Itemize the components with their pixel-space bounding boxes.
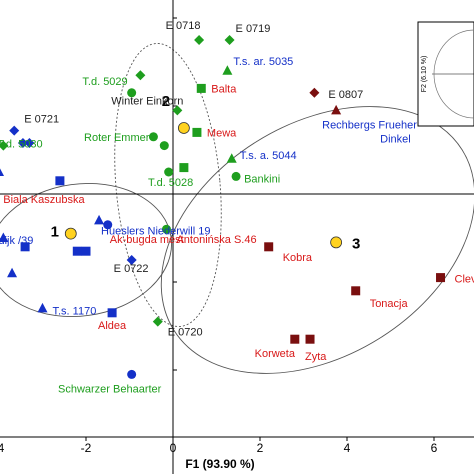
inset-plot: F2 (6.10 %) (417, 21, 474, 127)
point-label: Korweta (255, 348, 296, 360)
data-point-square (351, 286, 361, 296)
data-point-diamond (224, 35, 235, 45)
point-label: T.s. a. 5044 (240, 150, 297, 162)
confidence-ellipses (0, 43, 474, 374)
data-point-circle (161, 224, 171, 234)
point-label: E 0718 (166, 20, 201, 32)
point-label: Balta (211, 83, 237, 95)
data-point-triangle (0, 232, 9, 242)
x-tick-label: 2 (257, 441, 264, 455)
point-label: E 0722 (114, 263, 149, 275)
data-point-circle (159, 141, 169, 151)
group-number-label: 1 (51, 224, 59, 241)
data-point-circle (103, 220, 113, 230)
data-point-square (72, 246, 82, 256)
point-label: Zyta (305, 351, 327, 363)
data-point-triangle (331, 104, 342, 115)
data-point-square (305, 334, 315, 344)
point-label: E 0721 (24, 114, 59, 126)
data-point-square (81, 246, 91, 256)
data-point-diamond (135, 70, 146, 81)
data-point-square (55, 176, 65, 186)
data-point-triangle (226, 153, 237, 163)
data-point-square (264, 242, 274, 252)
data-point-diamond (152, 316, 163, 327)
point-label: E 0807 (328, 89, 363, 101)
point-label: Donedijk /39 (0, 235, 33, 247)
data-point-triangle (0, 168, 4, 176)
point-label: Bankini (244, 173, 280, 185)
data-point-diamond (9, 125, 20, 136)
group-centroids: 1 2 3 (51, 93, 361, 252)
centroid-marker (64, 227, 77, 240)
point-label: E 0719 (236, 23, 271, 35)
x-tick-label: 6 (431, 441, 438, 455)
data-point-triangle (94, 214, 105, 225)
x-tick-label: 0 (170, 441, 177, 455)
point-label: Winter Einkorn (111, 95, 183, 107)
x-tick-label: -4 (0, 441, 5, 455)
ellipse-group-3 (160, 106, 474, 374)
data-point-diamond (17, 137, 28, 148)
inset-y-label: F2 (6.10 %) (421, 56, 428, 93)
point-label: Rechbergs Frueher Dinkel (322, 119, 417, 145)
data-point-triangle (37, 302, 48, 313)
data-point-square (290, 334, 300, 344)
data-point-circle (231, 171, 241, 181)
data-point-diamond (24, 137, 35, 148)
point-label: Antonińska S.46 (176, 234, 256, 246)
data-point-diamond (194, 35, 205, 45)
point-labels: E 0718 E 0719 T.s. ar. 5035 T.d. 5029 Balta W… (0, 20, 474, 395)
point-label: Tonacja (370, 298, 409, 310)
data-point-diamond (126, 255, 137, 265)
data-point-diamond (309, 87, 320, 98)
data-points (0, 35, 446, 379)
point-label: E 0720 (168, 327, 203, 339)
point-label: T.s. ar. 5035 (233, 56, 293, 68)
inset-circle (433, 29, 474, 119)
point-label: Kobra (283, 252, 313, 264)
data-point-square (179, 163, 189, 173)
point-label: Biala Kaszubska (3, 194, 85, 206)
point-label: T.s. 1170 (53, 305, 97, 317)
point-label: T.d. 5030 (0, 139, 43, 151)
data-point-circle (127, 369, 137, 379)
data-point-square (192, 127, 202, 137)
data-point-circle (127, 88, 137, 98)
data-point-triangle (222, 65, 233, 75)
data-point-triangle (7, 267, 18, 278)
group-number-label: 3 (352, 235, 360, 252)
point-label: Schwarzer Behaarter (58, 383, 162, 395)
ellipse-group-2 (114, 43, 222, 327)
data-point-square (436, 273, 446, 283)
point-label: Mewa (207, 127, 237, 139)
data-point-diamond (172, 105, 183, 116)
data-point-square (196, 83, 206, 93)
data-point-circle (164, 167, 174, 177)
data-point-square (20, 242, 30, 252)
point-label: Hueslers Niederwill 19 (101, 225, 210, 237)
point-label: Aldea (98, 320, 127, 332)
x-axis-title: F1 (93.90 %) (185, 457, 254, 471)
data-point-square (107, 308, 117, 318)
x-tick-label: 4 (344, 441, 351, 455)
point-label: T.d. 5028 (148, 177, 193, 189)
x-axis-ticks: -4 -2 0 2 4 6 (0, 17, 438, 455)
point-label: Cleve (455, 274, 474, 286)
group-number-label: 2 (162, 93, 170, 110)
centroid-marker (330, 236, 343, 249)
data-point-circle (148, 132, 158, 142)
point-label: Roter Emmer (84, 132, 150, 144)
x-tick-label: -2 (81, 441, 92, 455)
centroid-marker (177, 122, 190, 134)
point-label: T.d. 5029 (82, 76, 127, 88)
point-label: Ak-bugda mest (110, 234, 184, 246)
data-point-diamond (0, 140, 9, 151)
